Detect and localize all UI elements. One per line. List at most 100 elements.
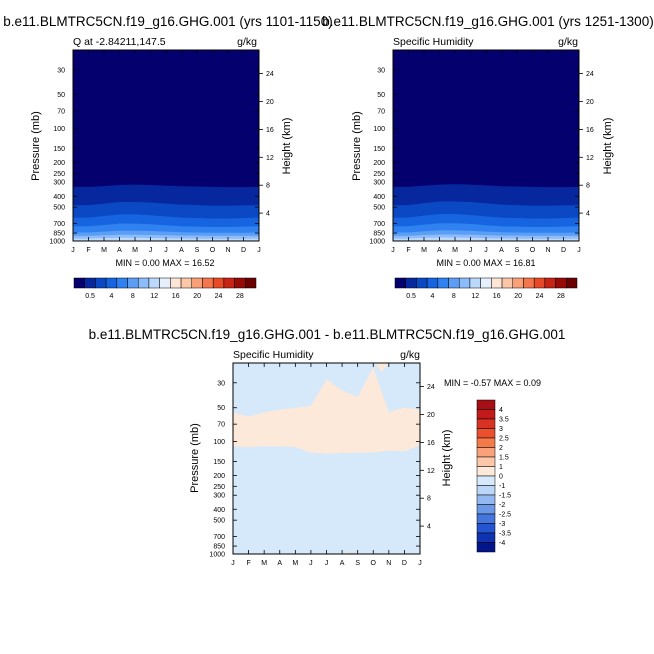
x-tick-label: M (452, 247, 458, 254)
height-tick-label: 16 (586, 127, 594, 134)
panel-1-left-label: Q at -2.84211,147.5 (73, 36, 166, 48)
x-tick-label: N (545, 247, 550, 254)
x-tick-label: J (325, 560, 329, 567)
y-tick-label: 30 (377, 67, 385, 74)
colorbar-label: 2 (499, 445, 503, 452)
x-tick-label: J (484, 247, 488, 254)
colorbar-label: -1.5 (499, 493, 511, 500)
colorbar-label: 4 (110, 293, 114, 300)
y-tick-label: 300 (53, 180, 65, 187)
colorbar-swatch (127, 277, 139, 289)
colorbar-swatch (73, 277, 85, 289)
colorbar-label: 28 (557, 293, 565, 300)
x-tick-label: J (309, 560, 313, 567)
x-tick-label: J (577, 247, 581, 254)
colorbar-label: 20 (514, 293, 522, 300)
x-tick-label: J (469, 247, 473, 254)
y-tick-label: 100 (373, 126, 385, 133)
colorbar-swatch (212, 277, 225, 289)
y-tick-label: 400 (53, 194, 65, 201)
y-tick-label: 150 (373, 146, 385, 153)
colorbar-swatch (533, 277, 546, 289)
colorbar-label: -3 (499, 521, 505, 528)
colorbar-label: 8 (131, 293, 135, 300)
colorbar-swatch (84, 277, 96, 289)
height-tick-label: 8 (586, 183, 590, 190)
colorbar-swatch (566, 277, 578, 289)
height-tick-label: 16 (427, 440, 435, 447)
x-tick-label: O (210, 247, 216, 254)
colorbar-swatch (476, 485, 496, 496)
panel-3-colorbar: 4 3.5 3 2.5 2 1.5 1 0 -1 -1.5 -2 -2.5 -3 -3.5 -4 (476, 399, 511, 553)
colorbar-label: 3.5 (499, 417, 509, 424)
colorbar-label: 12 (150, 293, 158, 300)
panel-1-colorbar: 0.5 4 8 12 16 20 24 28 (73, 277, 257, 300)
colorbar-swatch (223, 277, 235, 289)
colorbar-swatch (180, 277, 193, 289)
panel-1-y-axis-label: Pressure (mb) (30, 111, 42, 181)
height-tick-label: 4 (427, 524, 431, 531)
colorbar-swatch (476, 513, 496, 524)
panel-3-right-label: g/kg (400, 349, 420, 361)
colorbar-label: 24 (536, 293, 544, 300)
colorbar-label: 16 (172, 293, 180, 300)
x-tick-label: D (241, 247, 246, 254)
colorbar-swatch (469, 277, 481, 289)
x-tick-label: M (101, 247, 107, 254)
panel-3-y-axis-label: Pressure (mb) (189, 423, 201, 493)
y-tick-label: 100 (53, 126, 65, 133)
panel-3-title: b.e11.BLMTRC5CN.f19_g16.GHG.001 - b.e11.… (89, 327, 566, 342)
x-tick-label: A (117, 247, 122, 254)
height-tick-label: 12 (427, 468, 435, 475)
colorbar-swatch (476, 532, 496, 543)
panel-3-right-axis-label: Height (km) (441, 430, 453, 487)
y-tick-label: 200 (53, 160, 65, 167)
panel-2-y-axis-label: Pressure (mb) (351, 111, 363, 181)
panel-2-stats: MIN = 0.00 MAX = 16.81 (436, 258, 535, 268)
y-tick-label: 500 (53, 205, 65, 212)
height-tick-label: 4 (586, 211, 590, 218)
colorbar-label: 4 (499, 407, 503, 414)
y-tick-label: 850 (373, 231, 385, 238)
colorbar-label: 1 (499, 464, 503, 471)
y-tick-label: 850 (53, 231, 65, 238)
colorbar-label: -1 (499, 483, 505, 490)
colorbar-swatch (437, 277, 449, 289)
colorbar-label: 12 (471, 293, 479, 300)
colorbar-swatch (491, 277, 503, 289)
panel-1: b.e11.BLMTRC5CN.f19_g16.GHG.001 (yrs 110… (3, 14, 332, 300)
x-tick-label: A (340, 560, 345, 567)
colorbar-swatch (476, 504, 496, 515)
colorbar-swatch (148, 277, 160, 289)
y-tick-label: 30 (57, 67, 65, 74)
colorbar-swatch (476, 409, 496, 420)
panel-1-title: b.e11.BLMTRC5CN.f19_g16.GHG.001 (yrs 110… (3, 14, 332, 29)
y-tick-label: 300 (213, 493, 225, 500)
colorbar-swatch (476, 523, 496, 534)
x-tick-label: F (86, 247, 90, 254)
x-tick-label: S (355, 560, 360, 567)
colorbar-swatch (95, 277, 107, 289)
y-tick-label: 150 (53, 146, 65, 153)
colorbar-label: 20 (193, 293, 201, 300)
x-tick-label: J (164, 247, 168, 254)
height-tick-label: 8 (266, 183, 270, 190)
y-tick-label: 400 (373, 194, 385, 201)
height-tick-label: 12 (266, 155, 274, 162)
colorbar-label: 3 (499, 426, 503, 433)
x-tick-label: A (499, 247, 504, 254)
colorbar-swatch (394, 277, 406, 289)
y-tick-label: 250 (213, 484, 225, 491)
contour-band (233, 367, 420, 454)
x-tick-label: M (261, 560, 267, 567)
colorbar-swatch (105, 277, 118, 289)
x-tick-label: J (418, 560, 422, 567)
colorbar-swatch (191, 277, 203, 289)
y-tick-label: 700 (373, 221, 385, 228)
x-tick-label: M (132, 247, 138, 254)
colorbar-swatch (476, 542, 496, 553)
colorbar-swatch (170, 277, 182, 289)
colorbar-swatch (234, 277, 246, 289)
panel-1-right-axis-label: Height (km) (281, 118, 293, 175)
